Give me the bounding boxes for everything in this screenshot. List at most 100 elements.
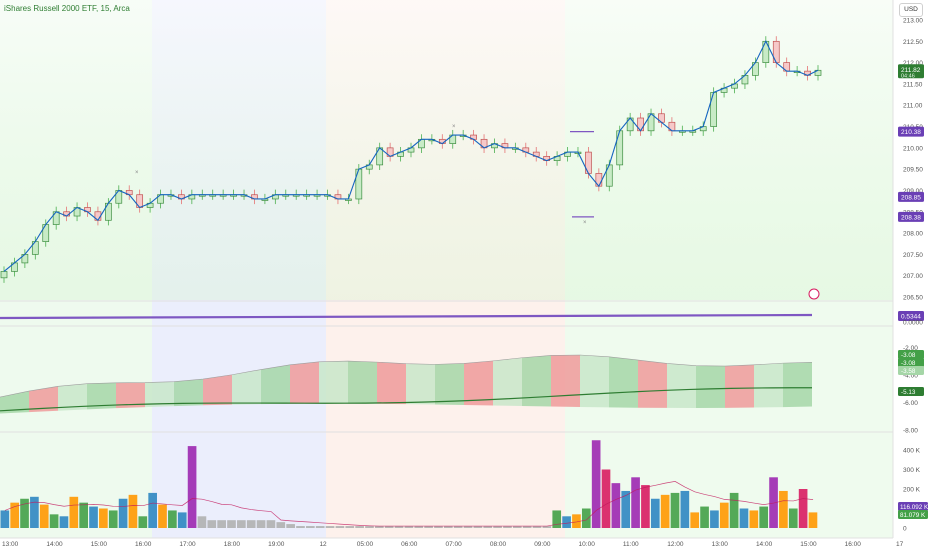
volume-bar	[118, 498, 128, 528]
macd-tick-label: -4.00	[903, 373, 918, 380]
volume-bar	[227, 520, 236, 528]
volume-tag-bg	[898, 502, 928, 511]
volume-bar	[384, 526, 394, 528]
price-fade	[0, 0, 893, 300]
price-tag-bg	[898, 64, 924, 79]
volume-bar	[788, 508, 798, 528]
price-tag-label: 208.85	[901, 194, 921, 201]
macd-histogram-segment	[580, 355, 609, 408]
volume-bar	[99, 508, 108, 528]
volume-bar	[670, 492, 680, 528]
price-tag-label: 210.38	[901, 129, 921, 136]
price-tick-label: 212.00	[903, 60, 923, 67]
volume-bar	[286, 524, 295, 528]
macd-histogram-segment	[116, 382, 145, 409]
time-tick-label: 14:00	[46, 541, 63, 548]
price-tag-label: 211.82	[901, 67, 921, 74]
time-tick-label: 09:00	[534, 541, 551, 548]
price-tag-bg	[898, 191, 924, 202]
volume-bar	[660, 494, 670, 528]
volume-bar	[503, 526, 512, 528]
volume-bar	[552, 510, 562, 528]
volume-bar	[700, 506, 709, 528]
macd-histogram-segment	[522, 355, 551, 407]
macd-tag-bg	[898, 358, 924, 367]
volume-bar	[808, 512, 818, 528]
macd-upper-line	[0, 354, 813, 398]
price-tag-label: 208.38	[901, 214, 921, 221]
macd-tag-bg	[898, 387, 924, 396]
macd-histogram-segment	[290, 361, 319, 404]
volume-bar	[355, 526, 364, 528]
volume-ma-line	[4, 481, 814, 527]
time-tick-label: 11:00	[623, 541, 639, 548]
volume-bar	[394, 526, 404, 528]
volume-bar	[315, 526, 325, 528]
time-tick-label: 16:00	[135, 541, 152, 548]
volume-bar	[483, 526, 493, 528]
volume-bar	[680, 490, 690, 528]
price-tick-label: 210.00	[903, 145, 923, 152]
volume-bar	[256, 520, 266, 528]
volume-bar	[148, 492, 157, 528]
macd-histogram-segment	[145, 381, 174, 408]
volume-bar	[89, 506, 98, 528]
macd-tag-label: -3.58	[901, 368, 916, 375]
volume-bar	[59, 516, 69, 528]
macd-histogram-segment	[0, 391, 29, 414]
macd-tag-bg	[898, 366, 924, 375]
volume-bar	[207, 520, 217, 528]
pivot-marker: ×	[135, 170, 139, 176]
volume-bar	[325, 526, 335, 528]
price-tick-label: 207.50	[903, 252, 923, 259]
price-tag-countdown: 04:46	[901, 73, 915, 79]
volume-bar	[463, 526, 473, 528]
volume-bar	[601, 469, 611, 528]
volume-bar	[306, 526, 315, 528]
volume-bar	[591, 440, 601, 528]
macd-histogram-segment	[348, 361, 377, 404]
volume-tag-label: 116.092 K	[900, 504, 929, 511]
macd-histogram-segment	[319, 361, 348, 404]
time-tick-label: 18:00	[224, 541, 241, 548]
price-tick-label: 212.50	[903, 39, 923, 46]
time-tick-label: 13:00	[2, 541, 19, 548]
macd-histogram-segment	[609, 356, 638, 408]
price-tick-label: 209.50	[903, 167, 923, 174]
volume-bar	[296, 526, 305, 528]
currency-button[interactable]: USD	[899, 3, 923, 17]
volume-bar	[739, 508, 749, 528]
macd-histogram-segment	[174, 379, 203, 407]
macd-tick-label: -8.00	[903, 428, 918, 435]
pivot-marker: ×	[452, 124, 456, 130]
price-tick-label: 209.00	[903, 188, 923, 195]
volume-bar	[39, 504, 49, 528]
volume-bar	[522, 526, 532, 528]
volume-bar	[424, 526, 433, 528]
macd-histogram-segment	[203, 374, 232, 406]
volume-bar	[335, 526, 345, 528]
volume-bar	[49, 514, 59, 528]
volume-bar	[493, 526, 502, 528]
volume-bar	[759, 506, 769, 528]
macd-histogram-segment	[551, 355, 580, 408]
macd-histogram-segment	[377, 362, 406, 405]
time-tick-label: 13:00	[712, 541, 729, 548]
volume-bar	[276, 522, 286, 528]
price-tick-label: 207.00	[903, 273, 923, 280]
volume-bar	[266, 520, 276, 528]
volume-bar	[434, 526, 443, 528]
volume-bar	[187, 446, 197, 528]
volume-bar	[719, 502, 729, 528]
macd-histogram-segment	[696, 365, 725, 408]
macd-histogram-segment	[464, 360, 493, 406]
volume-bar	[414, 526, 424, 528]
volume-tick-label: 400 K	[903, 448, 921, 455]
time-tick-label: 15:00	[800, 541, 817, 548]
volume-bar	[79, 502, 88, 528]
volume-bar	[710, 510, 719, 528]
volume-bar	[562, 516, 571, 528]
moving-average-line	[3, 40, 819, 272]
macd-histogram-segment	[493, 357, 522, 407]
